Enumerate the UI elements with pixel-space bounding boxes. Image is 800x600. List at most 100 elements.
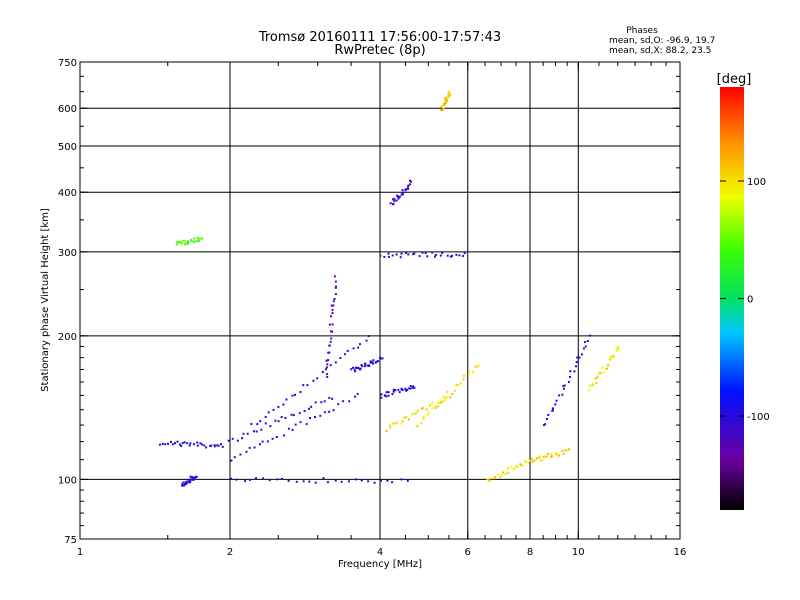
data-point (581, 353, 583, 356)
data-point (546, 418, 548, 420)
data-point (615, 347, 618, 350)
data-point (193, 237, 196, 240)
data-point (407, 253, 410, 256)
data-point (416, 425, 419, 428)
data-point (413, 386, 416, 389)
data-point (357, 367, 360, 370)
data-point (421, 406, 424, 409)
data-point (558, 394, 561, 397)
data-point (230, 459, 233, 462)
data-point (533, 459, 536, 462)
data-point (563, 384, 566, 387)
data-point (397, 388, 400, 391)
data-point (530, 460, 533, 463)
data-point (340, 480, 343, 483)
data-point (294, 423, 297, 426)
data-point (391, 254, 394, 257)
data-point (407, 387, 410, 390)
data-point (588, 389, 591, 392)
data-point (327, 351, 330, 354)
data-point (184, 240, 186, 243)
data-point (277, 420, 280, 423)
data-point (292, 414, 295, 417)
data-point (209, 445, 212, 448)
data-point (445, 396, 448, 399)
data-point (385, 391, 388, 394)
data-point (308, 407, 310, 410)
data-point (360, 479, 363, 482)
data-point (431, 251, 434, 254)
data-point (306, 384, 309, 387)
data-point (539, 459, 542, 462)
data-point (380, 396, 383, 399)
data-point (439, 401, 442, 404)
data-point (369, 360, 372, 363)
data-point (185, 241, 187, 244)
data-point (440, 401, 443, 404)
data-point (182, 481, 185, 484)
data-point (381, 357, 384, 360)
data-point (497, 473, 499, 476)
data-point (395, 253, 398, 256)
data-point (280, 477, 283, 480)
data-point (333, 275, 336, 278)
data-point (182, 239, 185, 242)
data-point (203, 444, 206, 447)
data-point (158, 443, 161, 446)
data-point (393, 197, 396, 200)
data-point (393, 200, 396, 203)
data-point (328, 351, 331, 354)
data-point (404, 188, 407, 191)
data-point (607, 363, 610, 366)
data-point (397, 197, 400, 200)
data-point (280, 416, 283, 418)
data-point (269, 425, 272, 428)
data-point (437, 405, 440, 408)
data-point (325, 366, 328, 369)
data-point (400, 478, 403, 481)
data-point (328, 396, 331, 399)
data-point (369, 361, 372, 364)
data-point (268, 479, 271, 482)
data-point (200, 237, 203, 240)
data-point (170, 440, 172, 443)
y-tick-label: 500 (58, 142, 77, 153)
data-point (283, 434, 286, 437)
data-point (371, 361, 374, 364)
data-point (542, 455, 545, 458)
data-point (350, 368, 353, 371)
data-point (253, 446, 256, 449)
data-point (180, 444, 183, 447)
data-point (259, 443, 261, 446)
data-point (192, 478, 195, 481)
data-point (445, 96, 448, 99)
data-point (332, 300, 335, 303)
data-point (575, 365, 577, 368)
data-point (477, 364, 480, 367)
data-point (259, 420, 262, 423)
data-point (310, 405, 313, 408)
data-point (608, 358, 611, 361)
data-point (406, 479, 409, 482)
data-point (276, 478, 279, 481)
data-point (359, 343, 361, 346)
data-point (282, 403, 285, 406)
y-tick-label: 300 (58, 248, 77, 259)
data-point (602, 371, 605, 374)
data-point (329, 340, 332, 343)
data-point (429, 404, 432, 407)
data-point (194, 477, 196, 480)
data-point (359, 367, 362, 370)
data-point (446, 99, 448, 102)
data-point (193, 476, 196, 479)
data-point (255, 477, 257, 480)
data-point (552, 407, 554, 410)
data-point (440, 109, 443, 111)
data-point (575, 361, 578, 364)
data-point (411, 413, 414, 416)
data-point (446, 254, 449, 257)
data-point (179, 443, 181, 446)
data-point (503, 473, 506, 476)
data-point (499, 476, 502, 478)
